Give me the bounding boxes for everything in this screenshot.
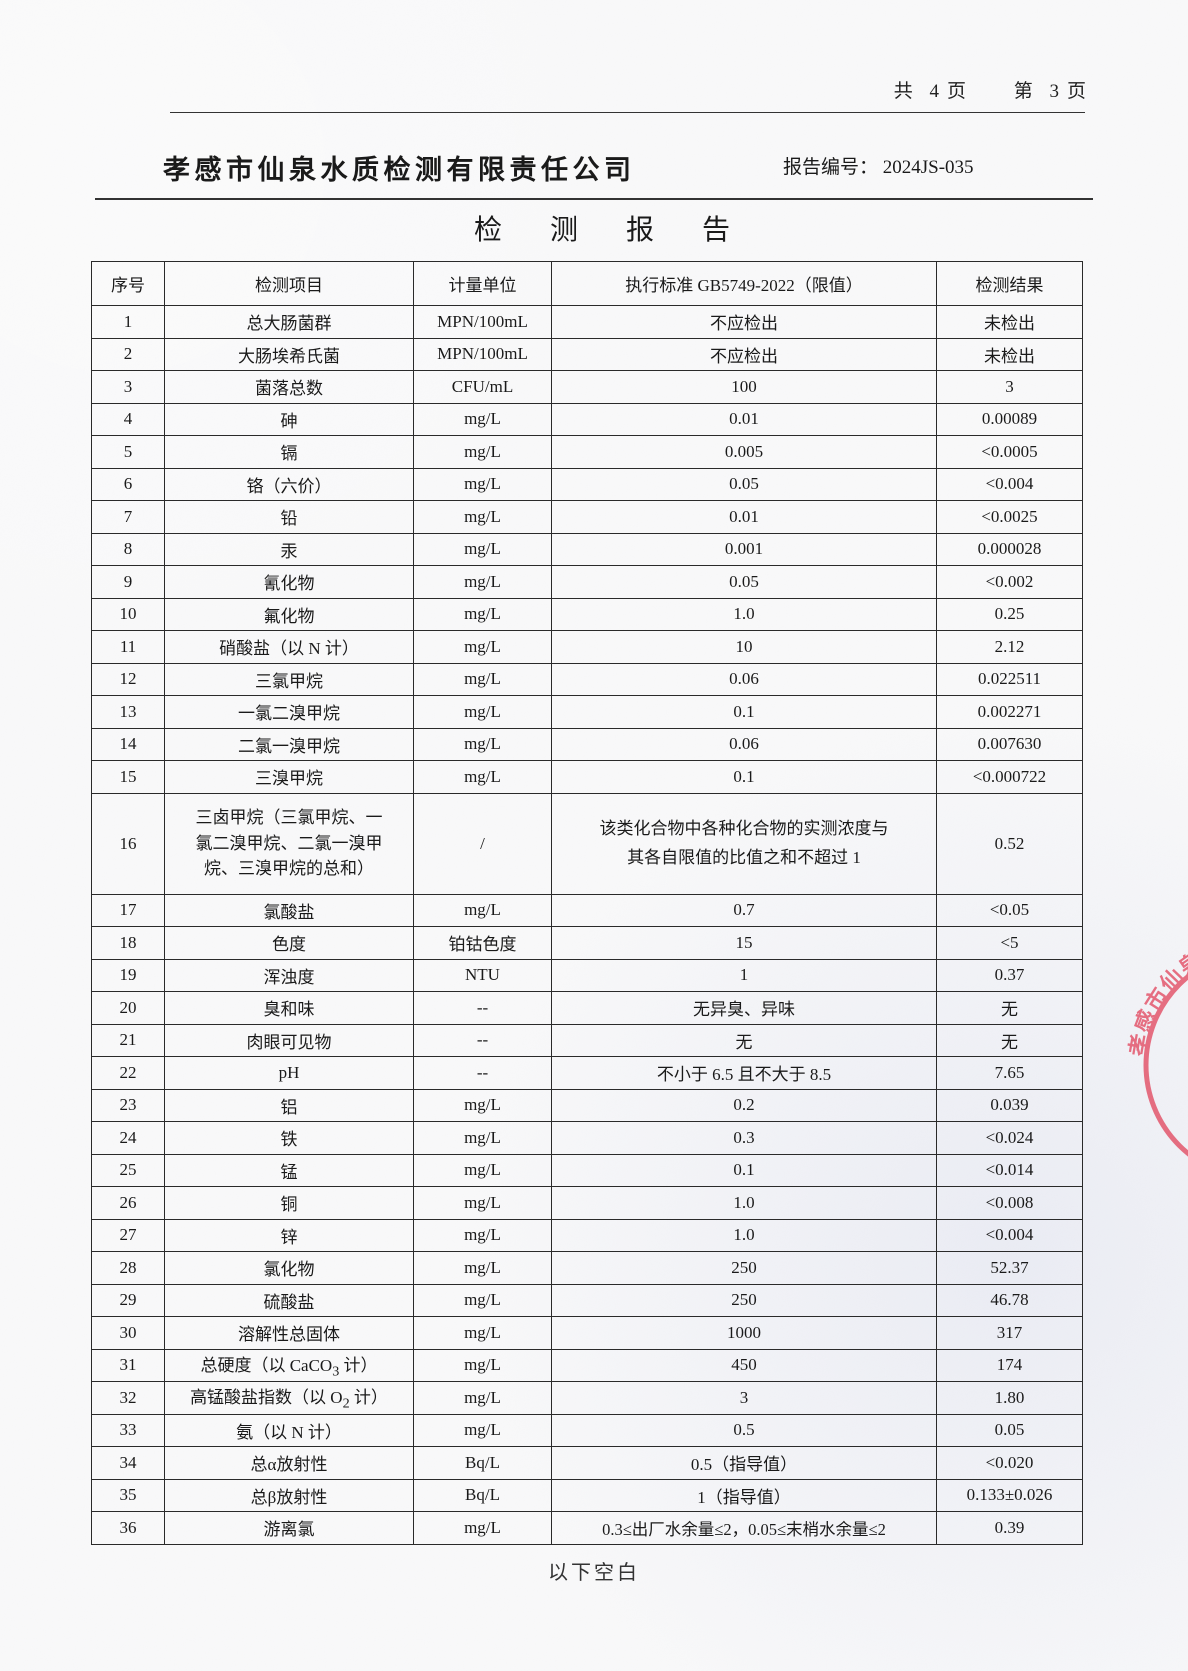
svg-text:孝感市仙泉水质检测有限责任公司: 孝感市仙泉水质检测有限责任公司 bbox=[1125, 930, 1188, 1059]
